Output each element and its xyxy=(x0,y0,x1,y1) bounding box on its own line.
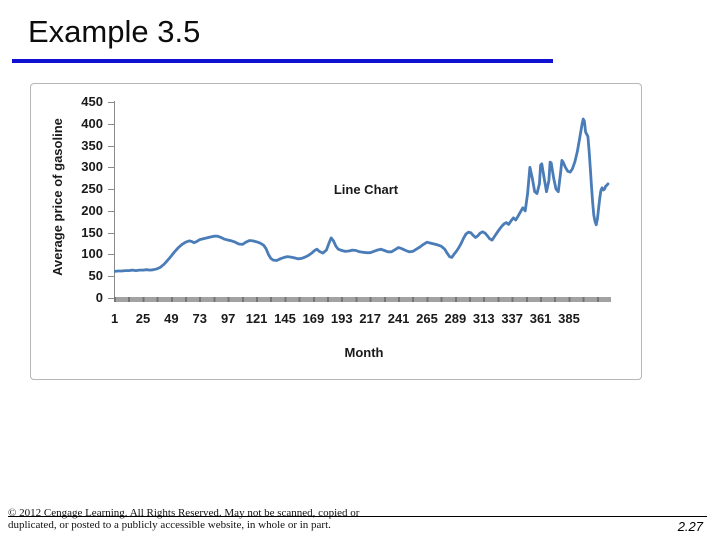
y-tick-label: 100 xyxy=(81,246,103,262)
copyright-line-2: duplicated, or posted to a publicly acce… xyxy=(8,518,331,531)
x-axis-title: Month xyxy=(344,345,384,360)
y-tick-label: 50 xyxy=(88,268,103,284)
y-tick-mark xyxy=(108,189,114,191)
y-tick-label: 300 xyxy=(81,159,103,175)
x-tick-label: 97 xyxy=(220,311,236,326)
y-tick-label: 400 xyxy=(81,115,103,131)
gasoline-price-line-series xyxy=(114,117,610,273)
y-tick-label: 350 xyxy=(81,137,103,153)
chart-title: Line Chart xyxy=(333,182,399,197)
page-number: 2.27 xyxy=(677,519,703,534)
x-tick-label: 265 xyxy=(416,311,438,326)
x-tick-label: 241 xyxy=(387,311,410,326)
x-tick-label: 25 xyxy=(135,311,151,326)
line-chart-container: Line Chart Average price of gasoline Mon… xyxy=(30,83,642,380)
x-tick-label: 385 xyxy=(558,311,580,326)
x-tick-label: 1 xyxy=(110,311,119,326)
y-axis-line xyxy=(114,101,115,302)
y-tick-mark xyxy=(108,298,114,299)
y-tick-mark xyxy=(108,145,114,147)
x-tick-label: 169 xyxy=(302,311,325,326)
slide-title: Example 3.5 xyxy=(28,14,201,49)
x-tick-label: 361 xyxy=(529,311,552,326)
x-tick-label: 313 xyxy=(472,311,495,326)
title-underline-rule xyxy=(12,59,553,63)
y-tick-mark xyxy=(108,232,114,234)
x-tick-label: 289 xyxy=(444,311,467,326)
y-tick-mark xyxy=(108,123,114,125)
footer-rule xyxy=(8,516,707,517)
y-tick-label: 0 xyxy=(95,290,103,305)
x-axis-line xyxy=(114,297,611,302)
x-tick-label: 217 xyxy=(359,311,382,326)
x-tick-label: 145 xyxy=(274,311,296,326)
x-tick-label: 337 xyxy=(501,311,524,326)
y-tick-mark xyxy=(108,254,114,256)
x-tick-label: 193 xyxy=(330,311,353,326)
copyright-footer: © 2012 Cengage Learning. All Rights Rese… xyxy=(8,507,568,531)
copyright-line-1: © 2012 Cengage Learning. All Rights Rese… xyxy=(8,507,360,519)
y-tick-label: 450 xyxy=(81,94,103,109)
x-tick-label: 49 xyxy=(164,311,179,326)
x-tick-label: 121 xyxy=(245,311,268,326)
y-tick-label: 150 xyxy=(81,224,103,240)
y-tick-mark xyxy=(108,102,114,103)
y-tick-label: 250 xyxy=(81,181,103,197)
y-tick-mark xyxy=(108,276,114,278)
y-tick-mark xyxy=(108,210,114,212)
price-series-polyline xyxy=(114,117,610,273)
y-tick-mark xyxy=(108,167,114,169)
y-tick-label: 200 xyxy=(81,202,103,218)
x-tick-label: 73 xyxy=(192,311,208,326)
